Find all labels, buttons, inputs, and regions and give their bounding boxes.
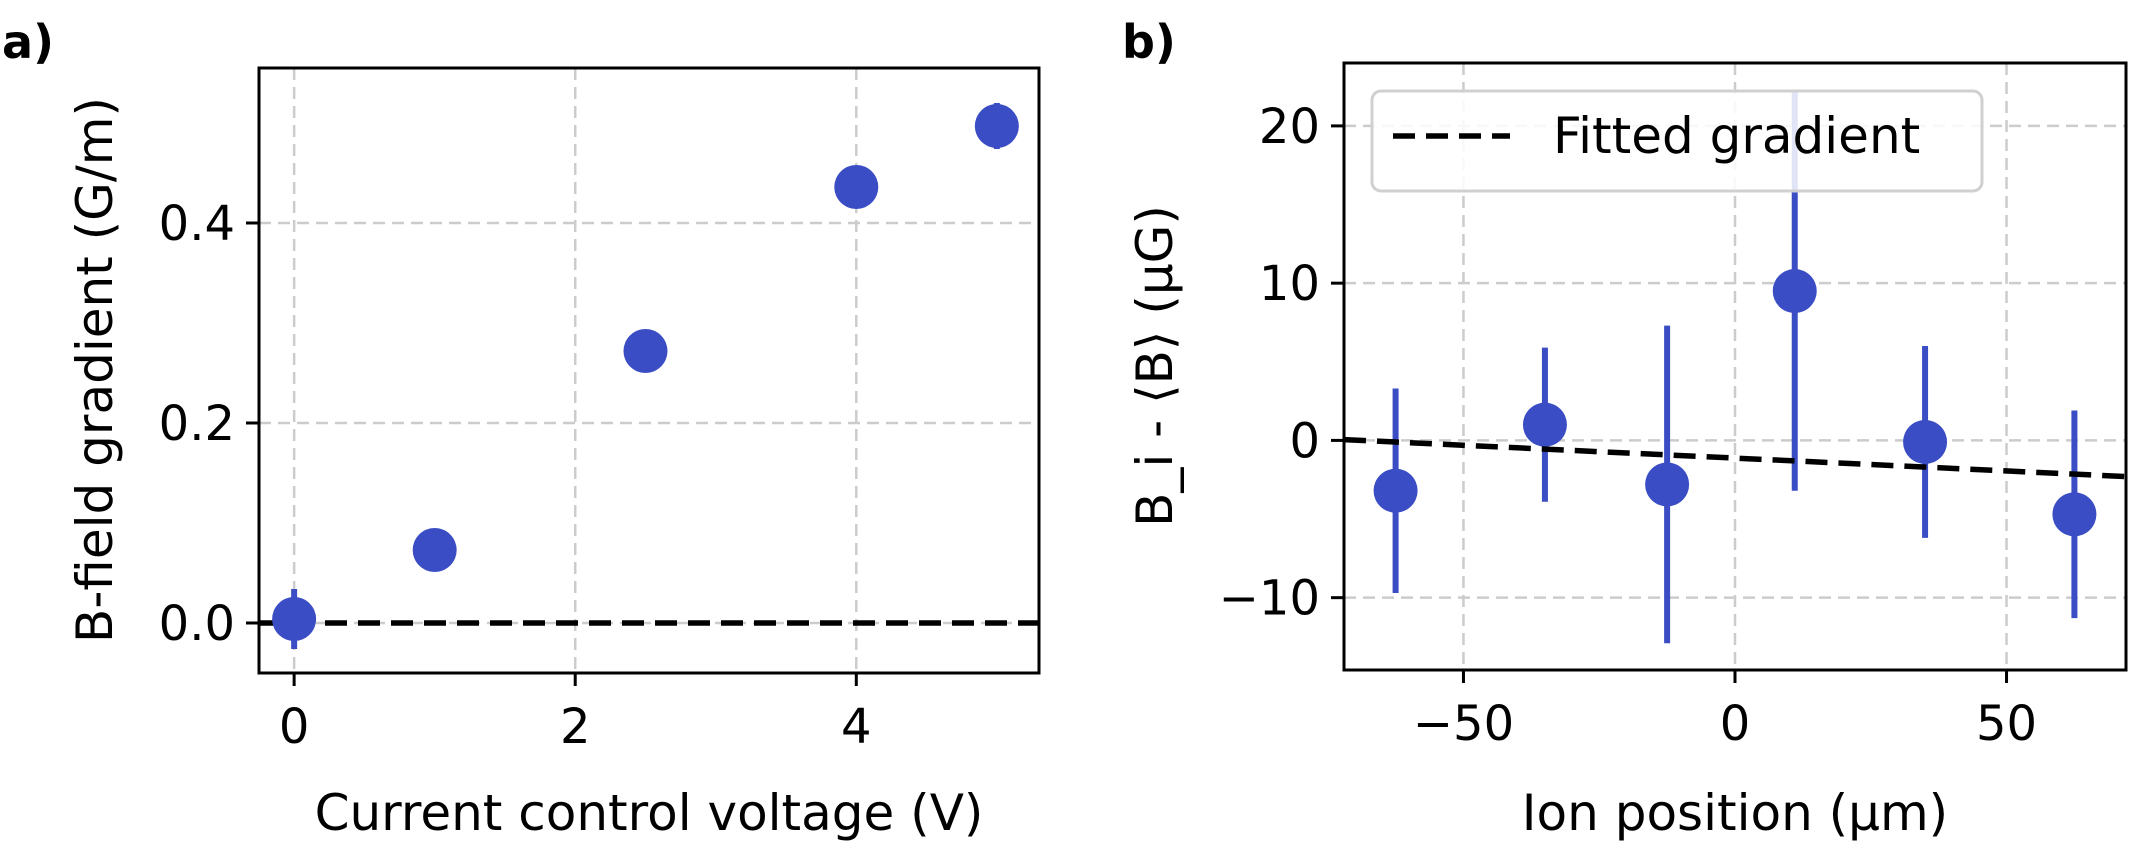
panel-b-xlabel: Ion position (μm) — [1522, 784, 1948, 842]
panel-b-data-point — [1903, 419, 1948, 464]
panel-a-xlabel: Current control voltage (V) — [315, 784, 984, 842]
panel-a-ylabel: B-field gradient (G/m) — [66, 97, 124, 643]
legend: Fitted gradient — [1370, 89, 1984, 193]
panel-b-chart: b) −50 0 50 −10 0 10 20 Ion position (μm) B_i … — [1122, 15, 2128, 842]
panel-a-xtick-label: 4 — [841, 699, 872, 755]
panel-b-data-point — [1772, 269, 1817, 314]
panel-b-data-point — [1645, 462, 1690, 507]
panel-a-label: a) — [2, 15, 54, 69]
legend-box — [1370, 89, 1984, 193]
panel-b-ytick-label: 20 — [1259, 99, 1320, 155]
panel-a-data-point — [272, 597, 317, 641]
panel-b-xtick-label: 0 — [1720, 696, 1751, 752]
panel-a-ytick-label: 0.4 — [159, 196, 235, 252]
panel-a-data-point — [623, 329, 668, 373]
panel-b-ytick-label: 0 — [1289, 413, 1320, 469]
panel-a-data-point — [412, 528, 457, 572]
panel-a-ytick-label: 0.0 — [159, 596, 235, 652]
panel-a-ytick-label: 0.2 — [159, 396, 235, 452]
panel-b-ytick-label: 10 — [1259, 256, 1320, 312]
panel-b-data-point — [1522, 402, 1567, 447]
panel-b-xtick-label: −50 — [1413, 696, 1514, 752]
panel-b-ytick-label: −10 — [1219, 571, 1320, 627]
panel-a-axes-frame — [257, 66, 1041, 675]
panel-a-data-point — [834, 165, 879, 209]
panel-a-data-point — [974, 104, 1019, 148]
panel-a-xtick-label: 0 — [279, 699, 310, 755]
panel-b-xtick-label: 50 — [1976, 696, 2037, 752]
panel-b-ylabel: B_i - ⟨B⟩ (μG) — [1126, 205, 1184, 527]
panel-a-xtick-label: 2 — [560, 699, 591, 755]
panel-b-data-point — [1373, 468, 1418, 513]
panel-b-label: b) — [1122, 15, 1176, 69]
panel-a-chart: a) 0 2 4 0.0 0.2 0.4 Current control voltage … — [2, 15, 1041, 842]
legend-entry-fitted-gradient: Fitted gradient — [1553, 107, 1920, 165]
panel-b-data-point — [2052, 492, 2097, 537]
